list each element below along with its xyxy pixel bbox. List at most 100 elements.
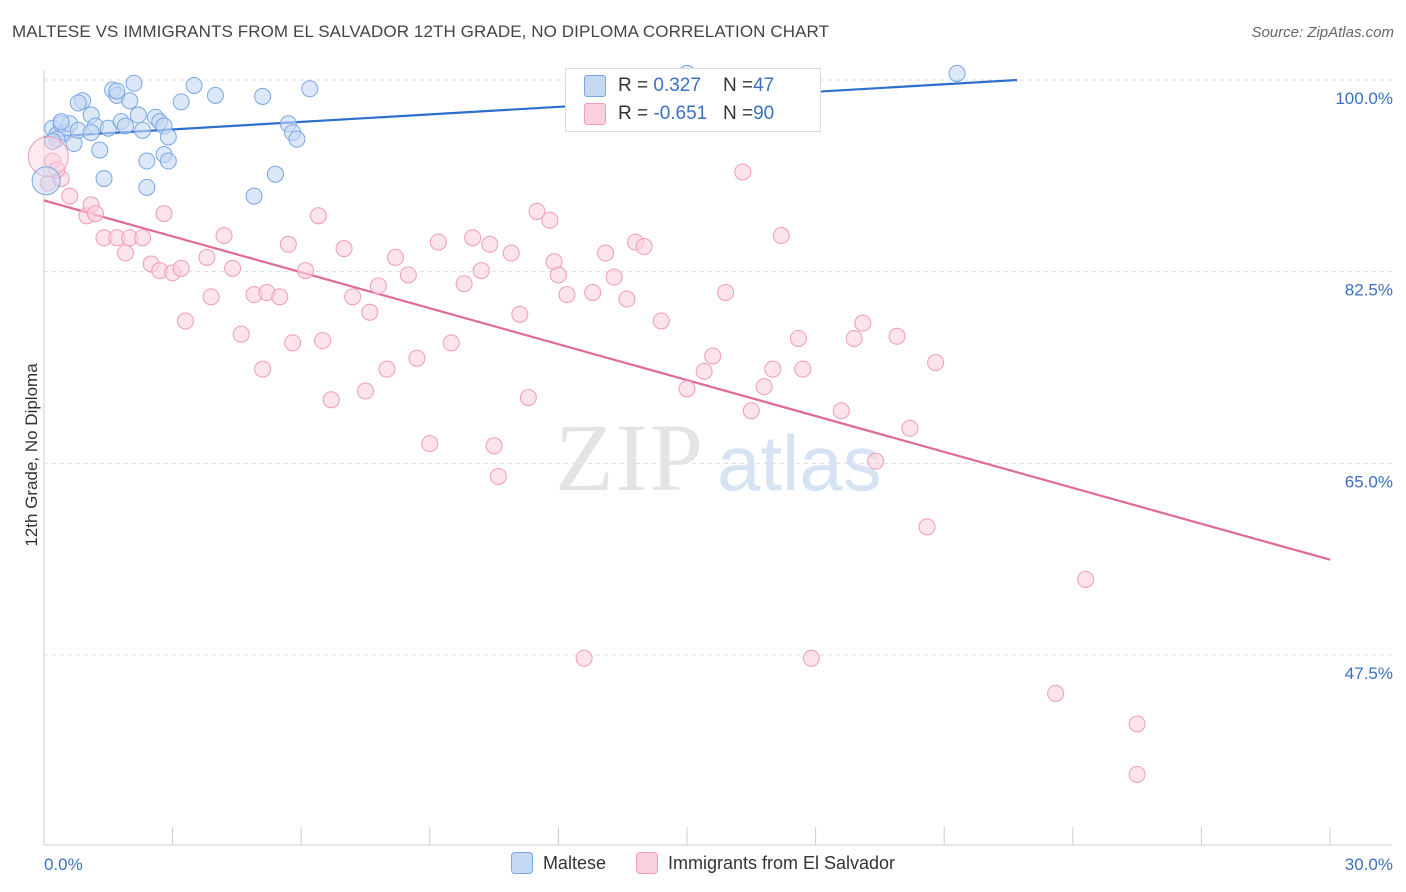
salvador-point [335, 240, 353, 258]
legend-n-label: N = [723, 103, 754, 124]
salvador-point [271, 288, 289, 306]
legend-r-value: 0.327 [653, 75, 701, 96]
salvador-point [678, 380, 696, 398]
chart-title: MALTESE VS IMMIGRANTS FROM EL SALVADOR 1… [12, 22, 830, 41]
maltese-point [266, 165, 284, 183]
salvador-point [86, 205, 104, 223]
legend-row-maltese: R = 0.327 N = 47 [584, 73, 774, 99]
legend-label-maltese: Maltese [542, 852, 606, 873]
salvador-point [558, 286, 576, 304]
salvador-point [789, 329, 807, 347]
maltese-point [116, 117, 134, 135]
salvador-point [1047, 684, 1065, 702]
y-tick-label: 100.0% [1335, 89, 1393, 108]
maltese-point [245, 187, 263, 205]
salvador-point [198, 248, 216, 266]
watermark-atlas: atlas [717, 419, 882, 507]
salvador-point [854, 314, 872, 332]
salvador-point [378, 360, 396, 378]
maltese-point [125, 74, 143, 92]
salvador-point [472, 262, 490, 280]
salvador-point [232, 325, 250, 343]
salvador-point [361, 303, 379, 321]
maltese-point [129, 106, 147, 124]
maltese-point [288, 130, 306, 148]
y-tick-label: 65.0% [1345, 472, 1393, 491]
salvador-point [901, 419, 919, 437]
salvador-point [224, 259, 242, 277]
trend-lines [43, 78, 1331, 561]
series-legend: Maltese Immigrants from El Salvador [0, 852, 1406, 874]
salvador-point [284, 334, 302, 352]
salvador-point [541, 211, 559, 229]
scatter-points [27, 64, 1146, 783]
salvador-point [618, 290, 636, 308]
maltese-point [948, 64, 966, 82]
y-tick-label: 47.5% [1345, 664, 1393, 683]
salvador-point [464, 229, 482, 247]
salvador-point [314, 332, 332, 350]
salvador-point [528, 202, 546, 220]
x-tick-label: 30.0% [1345, 855, 1393, 874]
salvador-point [742, 402, 760, 420]
maltese-point [69, 94, 87, 112]
salvador-point [442, 334, 460, 352]
salvador-point [867, 452, 885, 470]
salvador-point [176, 312, 194, 330]
legend-item-salvador: Immigrants from El Salvador [635, 852, 895, 874]
watermark: ZIP atlas [555, 404, 882, 511]
salvador-point [399, 266, 417, 284]
salvador-point [635, 237, 653, 255]
salvador-point [734, 163, 752, 181]
salvador-point [155, 205, 173, 223]
salvador-point [704, 347, 722, 365]
salvador-point [489, 467, 507, 485]
salvador-point [695, 362, 713, 380]
grid-lines [44, 79, 1392, 656]
maltese-point [121, 92, 139, 110]
y-tick-label: 82.5% [1345, 281, 1393, 300]
source-label: Source: ZipAtlas.com [1251, 24, 1394, 41]
legend-swatch-maltese [510, 852, 533, 874]
salvador-point [802, 649, 820, 667]
salvador-trend-line [43, 199, 1331, 561]
salvador-point [597, 244, 615, 262]
legend-r-value: -0.651 [653, 103, 708, 124]
salvador-point [357, 382, 374, 400]
salvador-point [296, 262, 314, 280]
legend-row-salvador: R = -0.651 N = 90 [584, 101, 774, 127]
salvador-point [455, 275, 473, 293]
y-axis-label: 12th Grade, No Diploma [22, 363, 41, 547]
legend-r-label: R = [618, 103, 654, 124]
salvador-point [832, 402, 850, 420]
maltese-point [95, 170, 113, 188]
salvador-point [575, 649, 593, 667]
salvador-point [519, 389, 537, 407]
salvador-point [387, 248, 405, 266]
salvador-point [421, 435, 439, 453]
axes [43, 70, 1392, 846]
maltese-point [206, 86, 224, 104]
legend-n-label: N = [723, 75, 754, 96]
salvador-point [717, 283, 735, 301]
salvador-point [918, 518, 936, 536]
salvador-point [481, 235, 499, 253]
maltese-point [134, 121, 152, 139]
legend-swatch-salvador [635, 852, 658, 874]
salvador-point [279, 235, 297, 253]
maltese-point [159, 128, 177, 146]
salvador-point [61, 187, 79, 205]
salvador-point [116, 244, 134, 262]
salvador-point [794, 360, 812, 378]
legend-n-value: 47 [753, 75, 775, 96]
salvador-point [408, 349, 426, 367]
maltese-point [138, 152, 156, 170]
salvador-point [845, 329, 863, 347]
salvador-point [652, 312, 670, 330]
salvador-point [511, 305, 529, 323]
maltese-point [254, 87, 272, 105]
salvador-point [888, 327, 906, 345]
salvador-point [134, 229, 152, 247]
legend-r-label: R = [618, 75, 654, 96]
